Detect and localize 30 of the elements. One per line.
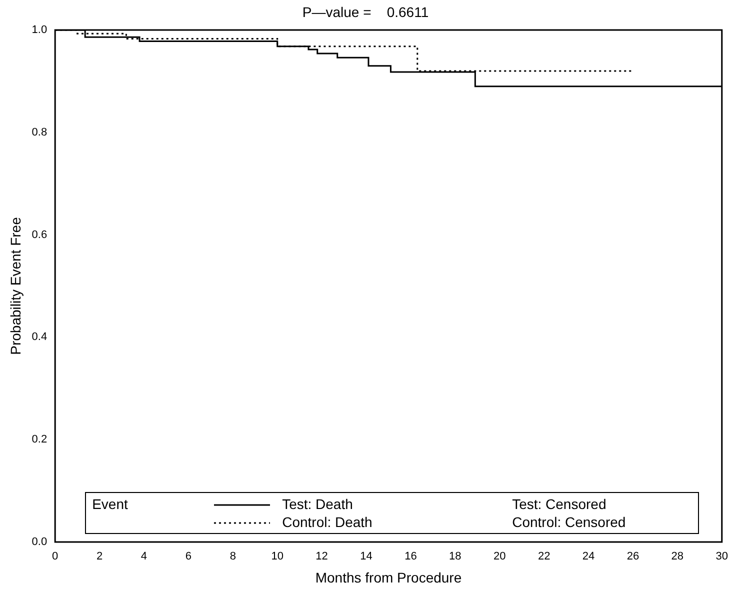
annotation: Control: Censored bbox=[512, 514, 627, 530]
x-tick-label: 22 bbox=[538, 550, 550, 563]
legend-label: Test: Death bbox=[282, 496, 354, 512]
x-tick-label: 4 bbox=[140, 550, 148, 563]
x-tick-label: 18 bbox=[449, 550, 462, 563]
x-tick-label: 20 bbox=[493, 550, 506, 563]
x-tick-label: 12 bbox=[316, 550, 328, 563]
x-tick-label: 30 bbox=[716, 550, 728, 563]
x-tick-label: 14 bbox=[360, 550, 372, 563]
y-tick-label: 1.0 bbox=[32, 24, 48, 36]
y-tick-label: 0.4 bbox=[32, 331, 48, 344]
x-tick-label: 24 bbox=[582, 550, 595, 563]
annotation: Test: Censored bbox=[512, 496, 608, 512]
x-tick-label: 8 bbox=[230, 550, 236, 563]
x-tick-label: 6 bbox=[185, 550, 192, 563]
x-tick-label: 16 bbox=[404, 550, 417, 563]
y-tick-label: 0.8 bbox=[32, 126, 48, 138]
x-tick-label: 10 bbox=[271, 550, 284, 563]
legend-label: Control: Death bbox=[282, 514, 374, 530]
x-axis-title: Months from Procedure bbox=[315, 569, 462, 586]
y-axis-title: Probability Event Free bbox=[7, 216, 24, 355]
x-tick-label: 2 bbox=[96, 550, 103, 563]
chart-title: P—value = 0.6611 bbox=[301, 4, 430, 20]
y-tick-label: 0.6 bbox=[32, 228, 48, 241]
legend-title: Event bbox=[92, 496, 129, 512]
x-tick-label: 28 bbox=[671, 550, 684, 563]
x-tick-label: 26 bbox=[626, 550, 640, 563]
y-tick-label: 0.0 bbox=[32, 536, 48, 548]
y-tick-label: 0.2 bbox=[32, 434, 48, 446]
x-tick-label: 0 bbox=[52, 550, 58, 563]
